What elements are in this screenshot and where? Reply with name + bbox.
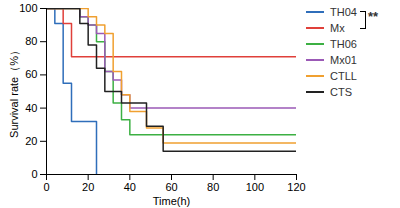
svg-text:20: 20 — [82, 181, 94, 193]
svg-text:120: 120 — [287, 181, 305, 193]
svg-text:20: 20 — [25, 135, 37, 147]
html-text:Mx01: Mx01 — [330, 54, 357, 66]
svg-text:0: 0 — [31, 168, 37, 180]
html-text:CTS: CTS — [330, 86, 352, 98]
svg-text:80: 80 — [25, 35, 37, 47]
svg-text:40: 40 — [124, 181, 136, 193]
svg-text:40: 40 — [25, 102, 37, 114]
svg-text:0: 0 — [43, 181, 49, 193]
svg-text:60: 60 — [25, 68, 37, 80]
svg-text:100: 100 — [246, 181, 264, 193]
svg-text:Survival rate（%）: Survival rate（%） — [8, 45, 20, 138]
html-text:TH06: TH06 — [330, 38, 357, 50]
html-text:CTLL: CTLL — [330, 70, 357, 82]
html-text:TH04: TH04 — [330, 6, 357, 18]
html-text:Mx: Mx — [330, 22, 345, 34]
svg-text:80: 80 — [207, 181, 219, 193]
svg-text:60: 60 — [165, 181, 177, 193]
svg-text:100: 100 — [19, 2, 37, 14]
svg-text:Time(h): Time(h) — [153, 195, 190, 207]
